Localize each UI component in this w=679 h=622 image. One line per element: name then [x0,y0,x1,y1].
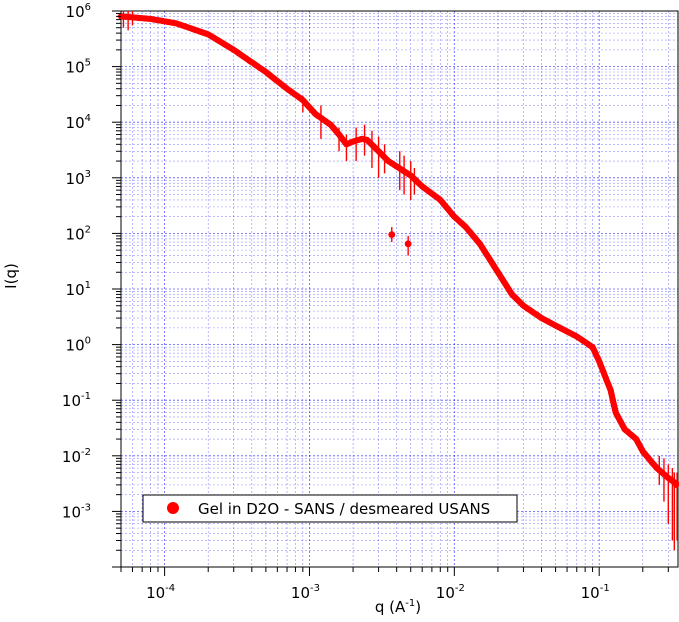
legend: Gel in D2O - SANS / desmeared USANS [142,494,518,523]
series-layer [117,11,679,551]
grid-lines [120,11,678,568]
x-tick-label: 10-4 [146,583,175,602]
legend-marker [167,502,179,514]
y-tick-label: 102 [66,224,91,243]
legend-box [142,494,518,523]
legend-label: Gel in D2O - SANS / desmeared USANS [198,500,490,518]
x-tick-label: 10-2 [436,583,465,602]
y-tick-label: 101 [66,280,91,299]
y-tick-label: 104 [66,113,91,132]
outlier-point [404,240,412,248]
x-axis: 10-4 10-3 10-2 10-1 [120,567,669,602]
y-axis: 106 105 104 103 102 101 100 10-1 10-2 10-3 [62,2,121,568]
y-tick-label: 10-2 [62,447,91,466]
data-point [672,481,679,488]
y-tick-label: 10-1 [62,391,91,410]
data-points [117,13,679,488]
y-axis-label: I(q) [2,263,20,289]
x-tick-label: 10-1 [581,583,610,602]
x-tick-label: 10-3 [291,583,320,602]
y-tick-label: 100 [66,336,91,355]
x-axis-label: q (A-1) [375,598,421,616]
y-tick-label: 103 [66,169,91,188]
y-tick-label: 105 [66,58,91,77]
y-tick-label: 106 [66,2,91,21]
y-tick-label: 10-3 [62,502,91,521]
outlier-point [388,231,396,239]
